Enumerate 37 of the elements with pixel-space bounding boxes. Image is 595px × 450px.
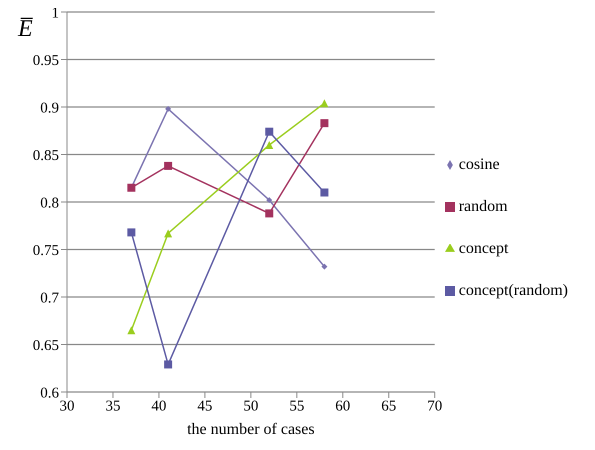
point <box>127 228 136 236</box>
y-tick-label: 0.75 <box>32 242 59 259</box>
legend-label: concept(random) <box>458 282 568 299</box>
y-axis-title: E̅ <box>18 16 33 43</box>
point <box>127 326 136 334</box>
point <box>320 99 328 108</box>
y-tick-label: 0.95 <box>32 52 59 69</box>
x-tick-label: 60 <box>335 398 350 415</box>
legend-label: cosine <box>458 156 500 173</box>
x-tick-label: 35 <box>105 398 120 415</box>
point <box>265 141 274 149</box>
y-tick-label: 0.9 <box>40 100 59 116</box>
x-axis-title: the number of cases <box>187 421 315 438</box>
y-tick-label: 0.85 <box>32 148 59 164</box>
y-tick-label: 0.7 <box>40 290 60 306</box>
x-tick-label: 40 <box>151 398 166 415</box>
x-tick-label: 45 <box>197 398 212 415</box>
y-tick-label: 0.6 <box>40 385 60 402</box>
point <box>321 264 328 270</box>
y-tick-label: 0.65 <box>32 338 59 354</box>
x-tick-label: 70 <box>427 398 442 415</box>
legend-label: random <box>458 198 508 215</box>
point <box>266 197 272 204</box>
x-tick-label: 55 <box>289 398 304 415</box>
point <box>265 128 274 136</box>
y-tick-label: 0.8 <box>40 195 59 212</box>
point <box>165 106 172 112</box>
legend-label: concept <box>458 240 508 257</box>
x-tick-label: 50 <box>243 398 258 415</box>
x-tick-label: 65 <box>381 398 396 415</box>
point <box>164 229 172 238</box>
point <box>265 209 274 218</box>
point <box>164 162 172 170</box>
point <box>320 119 328 128</box>
point <box>320 188 328 196</box>
point <box>164 360 172 368</box>
x-tick-label: 30 <box>60 398 74 415</box>
